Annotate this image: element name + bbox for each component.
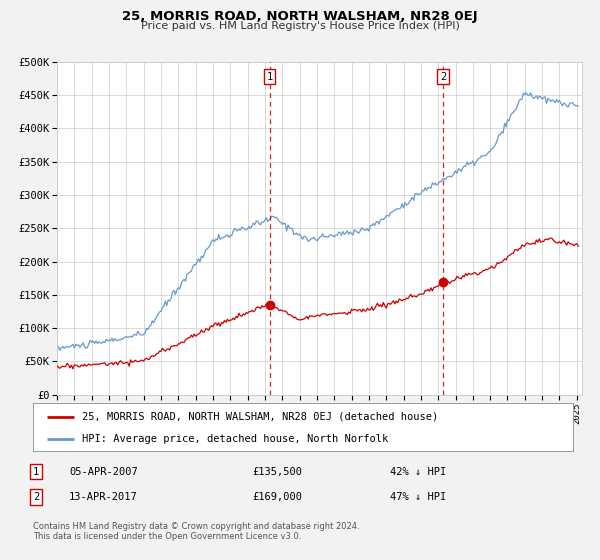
Text: 42% ↓ HPI: 42% ↓ HPI bbox=[390, 466, 446, 477]
Text: 25, MORRIS ROAD, NORTH WALSHAM, NR28 0EJ (detached house): 25, MORRIS ROAD, NORTH WALSHAM, NR28 0EJ… bbox=[82, 412, 438, 422]
Text: 2: 2 bbox=[440, 72, 446, 82]
Text: HPI: Average price, detached house, North Norfolk: HPI: Average price, detached house, Nort… bbox=[82, 434, 388, 444]
Text: £135,500: £135,500 bbox=[252, 466, 302, 477]
Text: £169,000: £169,000 bbox=[252, 492, 302, 502]
Text: 13-APR-2017: 13-APR-2017 bbox=[69, 492, 138, 502]
Text: Price paid vs. HM Land Registry's House Price Index (HPI): Price paid vs. HM Land Registry's House … bbox=[140, 21, 460, 31]
Text: 2: 2 bbox=[33, 492, 39, 502]
Text: 25, MORRIS ROAD, NORTH WALSHAM, NR28 0EJ: 25, MORRIS ROAD, NORTH WALSHAM, NR28 0EJ bbox=[122, 10, 478, 22]
Text: 1: 1 bbox=[33, 466, 39, 477]
Text: Contains HM Land Registry data © Crown copyright and database right 2024.
This d: Contains HM Land Registry data © Crown c… bbox=[33, 522, 359, 542]
Text: 05-APR-2007: 05-APR-2007 bbox=[69, 466, 138, 477]
Text: 47% ↓ HPI: 47% ↓ HPI bbox=[390, 492, 446, 502]
Text: 1: 1 bbox=[266, 72, 273, 82]
